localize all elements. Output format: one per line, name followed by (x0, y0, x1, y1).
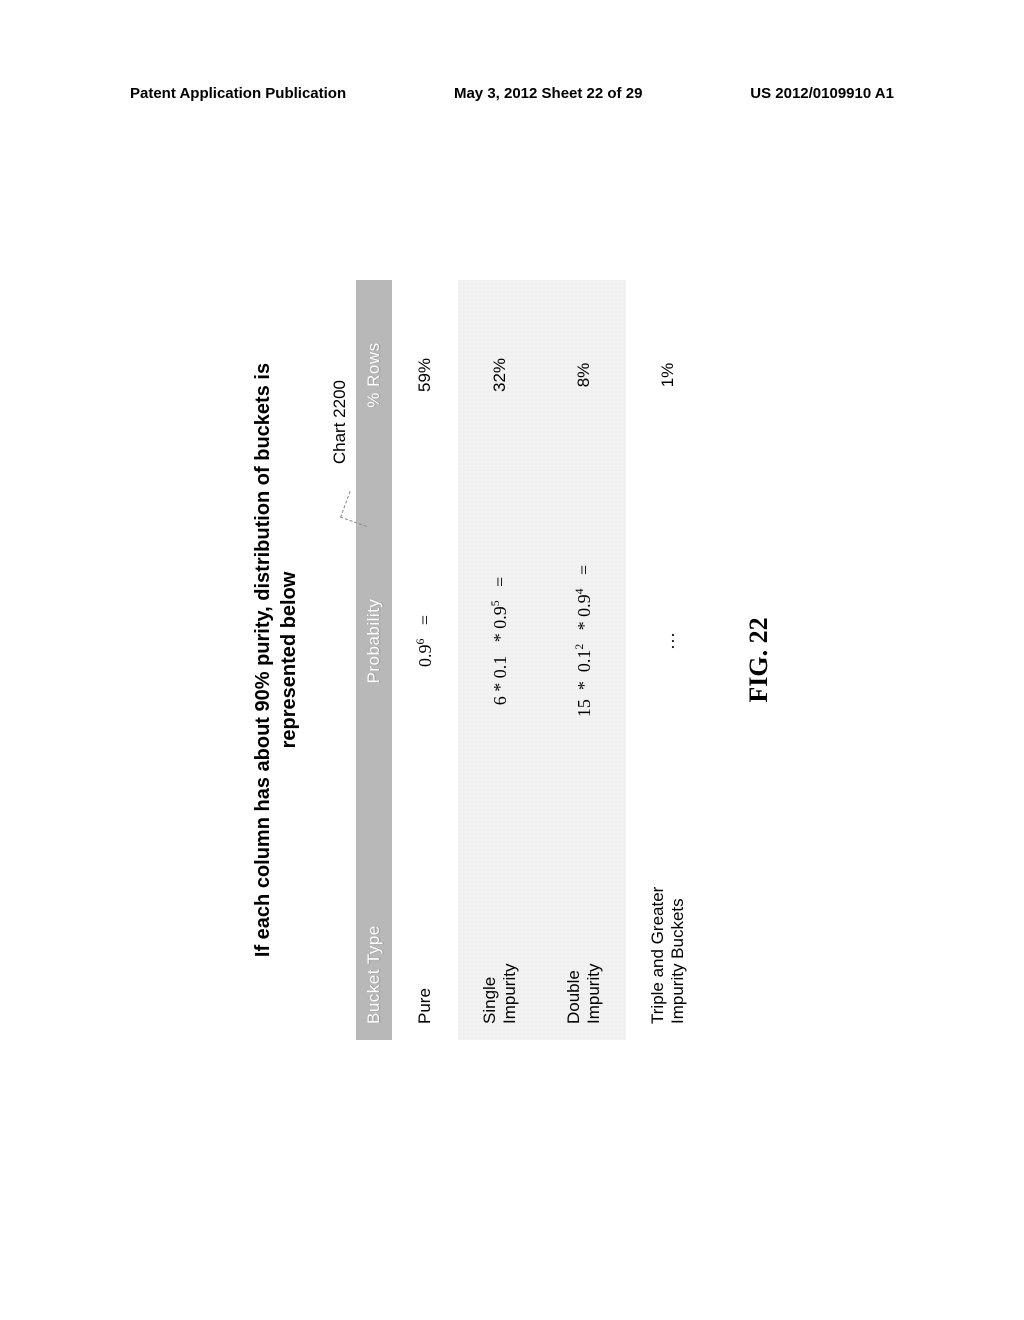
figure-22: If each column has about 90% purity, dis… (250, 210, 774, 1110)
table-header-row: Bucket Type Probability % Rows (356, 280, 392, 1040)
cell-probability: 15 * 0.12 * 0.94 = (542, 470, 626, 812)
cell-pct: 8% (542, 280, 626, 470)
cell-bucket-type: SingleImpurity (458, 812, 542, 1040)
cell-probability: 0.96 = (392, 470, 458, 812)
chart-label-row: Chart 2200 (330, 210, 350, 1110)
table-body: Pure0.96 =59%SingleImpurity6 * 0.1 * 0.9… (392, 280, 710, 1040)
figure-title: If each column has about 90% purity, dis… (250, 210, 302, 1110)
table-row: Triple and GreaterImpurity Buckets…1% (626, 280, 710, 1040)
figure-title-line2: represented below (278, 572, 300, 749)
header-right: US 2012/0109910 A1 (750, 85, 894, 102)
header-left: Patent Application Publication (130, 85, 346, 102)
figure-caption: FIG. 22 (744, 210, 774, 1110)
col-pct-rows: % Rows (356, 280, 392, 470)
header-center: May 3, 2012 Sheet 22 of 29 (454, 85, 642, 102)
col-bucket-type: Bucket Type (356, 812, 392, 1040)
cell-pct: 59% (392, 280, 458, 470)
figure-title-line1: If each column has about 90% purity, dis… (252, 363, 274, 957)
table-row: DoubleImpurity15 * 0.12 * 0.94 =8% (542, 280, 626, 1040)
table-row: SingleImpurity6 * 0.1 * 0.95 =32% (458, 280, 542, 1040)
cell-pct: 32% (458, 280, 542, 470)
cell-bucket-type: Triple and GreaterImpurity Buckets (626, 812, 710, 1040)
cell-probability: … (626, 470, 710, 812)
table-row: Pure0.96 =59% (392, 280, 458, 1040)
bucket-distribution-table: Bucket Type Probability % Rows Pure0.96 … (356, 280, 710, 1040)
cell-probability: 6 * 0.1 * 0.95 = (458, 470, 542, 812)
cell-bucket-type: Pure (392, 812, 458, 1040)
page-header: Patent Application Publication May 3, 20… (0, 85, 1024, 102)
chart-label: Chart 2200 (330, 380, 349, 464)
cell-bucket-type: DoubleImpurity (542, 812, 626, 1040)
cell-pct: 1% (626, 280, 710, 470)
